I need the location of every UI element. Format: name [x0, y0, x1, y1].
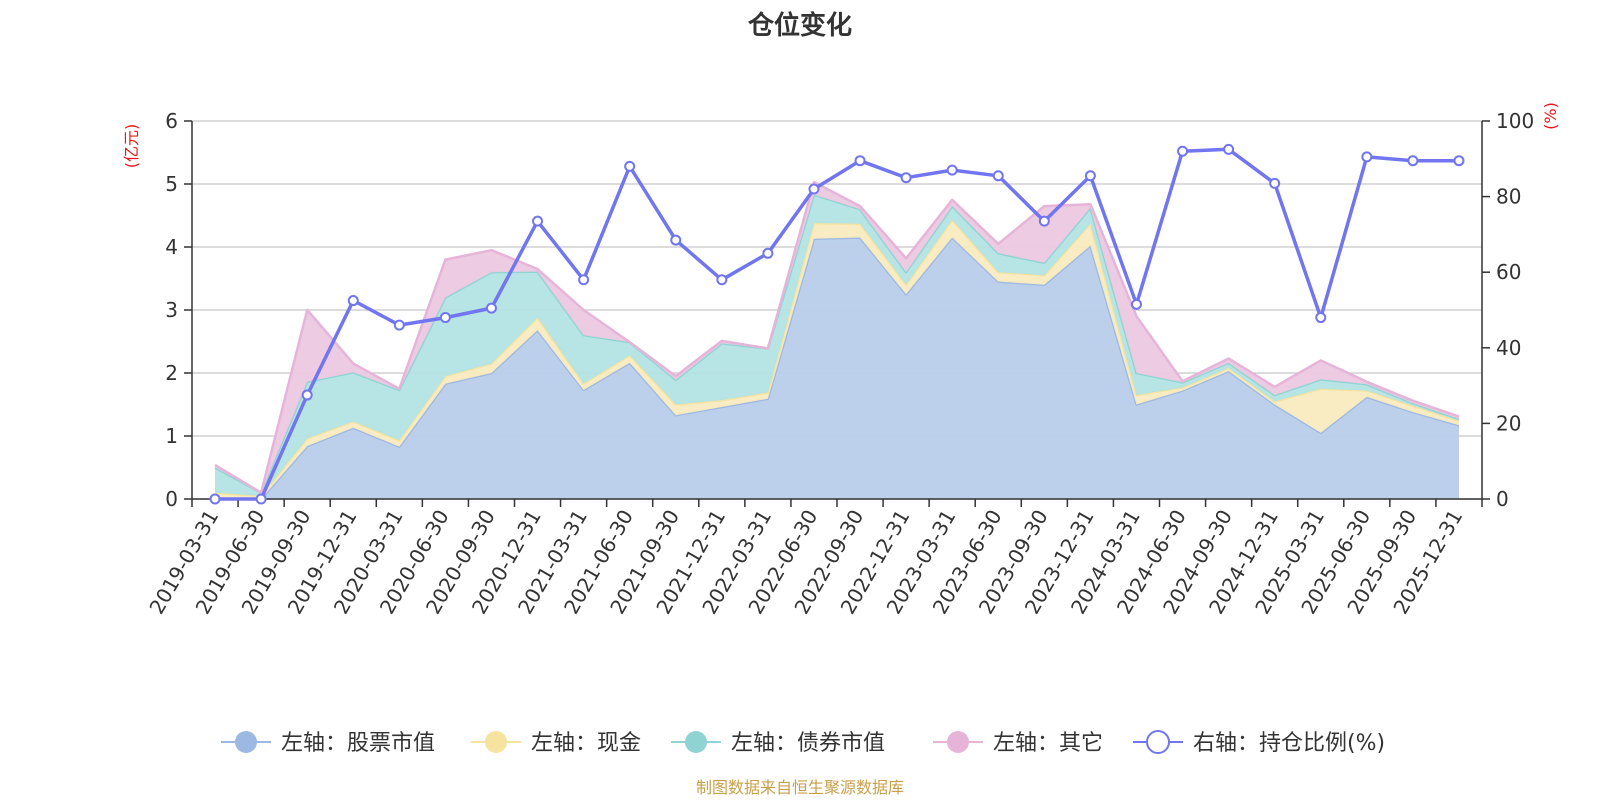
ratio-point	[1269, 177, 1281, 189]
ratio-point	[1084, 170, 1096, 182]
right-axis-unit: (%)	[1541, 102, 1560, 130]
left-tick-label: 0	[165, 487, 178, 511]
ratio-point	[1130, 298, 1142, 310]
ratio-point	[854, 155, 866, 167]
ratio-point	[762, 247, 774, 259]
ratio-line-group	[209, 143, 1465, 505]
left-tick-label: 2	[165, 361, 178, 385]
area-layer-1	[215, 237, 1459, 499]
area-layers	[214, 180, 1460, 501]
ratio-point	[439, 312, 451, 324]
left-axis-unit: (亿元)	[122, 124, 141, 169]
ratio-point	[1177, 145, 1189, 157]
ratio-point	[624, 160, 636, 172]
ratio-point	[255, 493, 267, 505]
legend-label: 左轴：股票市值	[281, 731, 435, 756]
ratio-point	[485, 302, 497, 314]
ratio-point	[900, 172, 912, 184]
ratio-point	[393, 319, 405, 331]
ratio-point	[1407, 155, 1419, 167]
right-tick-label: 80	[1496, 185, 1521, 209]
ratio-point	[347, 295, 359, 307]
left-tick-label: 1	[165, 424, 178, 448]
area-edge-4	[214, 180, 1460, 494]
legend-marker	[485, 731, 507, 753]
right-tick-label: 60	[1496, 260, 1521, 284]
right-tick-label: 100	[1496, 109, 1534, 133]
legend-item-5[interactable]: 右轴：持仓比例(%)	[1133, 730, 1385, 756]
ratio-point	[1038, 215, 1050, 227]
left-tick-label: 3	[165, 298, 178, 322]
legend-item-1[interactable]: 左轴：股票市值	[221, 731, 435, 756]
right-tick-label: 20	[1496, 411, 1521, 435]
legend-item-2[interactable]: 左轴：现金	[471, 731, 641, 756]
legend[interactable]: 左轴：股票市值 左轴：现金 左轴：债券市值 左轴：其它 右轴：持仓比例(%)	[221, 730, 1385, 756]
legend-marker	[1146, 730, 1170, 754]
legend-label: 左轴：现金	[531, 731, 641, 756]
ratio-point	[992, 170, 1004, 182]
right-tick-label: 0	[1496, 487, 1509, 511]
legend-marker	[685, 731, 707, 753]
ratio-point	[301, 389, 313, 401]
ratio-point	[808, 183, 820, 195]
legend-label: 左轴：其它	[993, 731, 1103, 756]
chart-title: 仓位变化	[747, 10, 852, 41]
legend-marker	[947, 731, 969, 753]
left-tick-label: 6	[165, 109, 178, 133]
ratio-point	[578, 274, 590, 286]
ratio-point	[946, 164, 958, 176]
right-tick-label: 40	[1496, 336, 1521, 360]
left-tick-label: 5	[165, 172, 178, 196]
ratio-point	[1223, 143, 1235, 155]
left-tick-label: 4	[165, 235, 178, 259]
legend-marker	[235, 731, 257, 753]
ratio-point	[670, 234, 682, 246]
legend-item-4[interactable]: 左轴：其它	[933, 731, 1103, 756]
ratio-point	[1453, 155, 1465, 167]
area-layer-3	[215, 194, 1459, 496]
legend-label: 右轴：持仓比例(%)	[1193, 731, 1385, 756]
legend-item-3[interactable]: 左轴：债券市值	[671, 731, 885, 756]
legend-label: 左轴：债券市值	[731, 731, 885, 756]
ratio-point	[532, 215, 544, 227]
ratio-point	[1315, 312, 1327, 324]
source-note: 制图数据来自恒生聚源数据库	[696, 778, 904, 797]
ratio-line	[215, 147, 1459, 501]
ratio-point	[716, 274, 728, 286]
ratio-point	[1361, 151, 1373, 163]
ratio-point	[209, 493, 221, 505]
